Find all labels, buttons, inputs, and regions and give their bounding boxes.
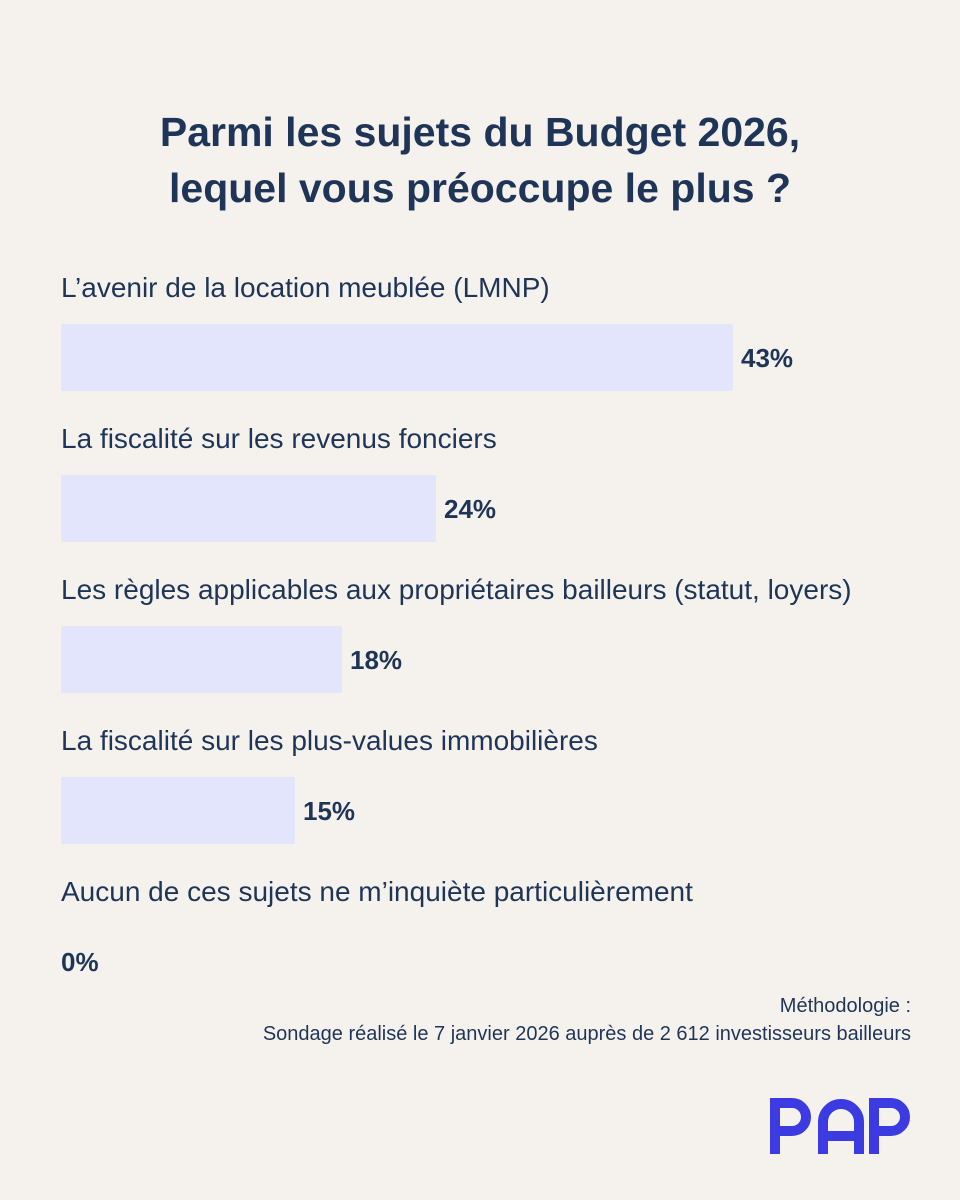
pap-logo [770, 1098, 910, 1154]
value-label: 43% [741, 343, 794, 373]
category-label: La fiscalité sur les plus-values immobil… [61, 725, 598, 756]
methodology-note: Méthodologie : Sondage réalisé le 7 janv… [263, 992, 911, 1048]
chart-title-line-2: lequel vous préoccupe le plus ? [169, 165, 791, 211]
bar [61, 475, 436, 542]
bar [61, 324, 733, 391]
value-label: 24% [444, 494, 497, 524]
methodology-heading: Méthodologie : [779, 995, 911, 1017]
category-label: La fiscalité sur les revenus fonciers [61, 423, 497, 454]
bar-chart: L’avenir de la location meublée (LMNP) 43… [61, 272, 852, 977]
category-label: Aucun de ces sujets ne m’inquiète partic… [61, 876, 693, 907]
value-label: 0% [61, 947, 99, 977]
chart-title: Parmi les sujets du Budget 2026, lequel … [0, 104, 960, 216]
value-label: 15% [303, 796, 356, 826]
category-label: L’avenir de la location meublée (LMNP) [61, 272, 550, 303]
logo-letter-p2 [869, 1098, 910, 1154]
category-label: Les règles applicables aux propriétaires… [61, 574, 852, 605]
logo-letter-a [818, 1099, 864, 1154]
methodology-text: Sondage réalisé le 7 janvier 2026 auprès… [262, 1023, 911, 1045]
bar [61, 777, 295, 844]
chart-title-line-1: Parmi les sujets du Budget 2026, [159, 109, 801, 155]
logo-letter-p1 [770, 1098, 811, 1154]
bar [61, 626, 342, 693]
value-label: 18% [350, 645, 403, 675]
